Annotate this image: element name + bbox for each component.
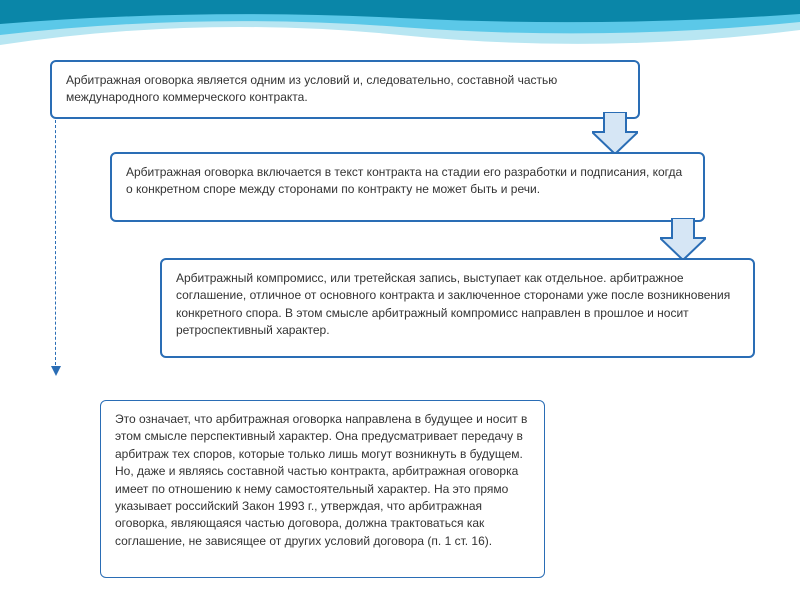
wave-layer-2 bbox=[0, 0, 800, 35]
down-arrow-2 bbox=[660, 218, 706, 260]
box-4-conclusion: Это означает, что арбитражная оговорка н… bbox=[100, 400, 545, 578]
wave-layer-1 bbox=[0, 0, 800, 24]
box-2: Арбитражная оговорка включается в текст … bbox=[110, 152, 705, 222]
box-3: Арбитражный компромисс, или третейская з… bbox=[160, 258, 755, 358]
wave-layer-3 bbox=[0, 0, 800, 45]
dashed-arrowhead bbox=[51, 363, 61, 381]
down-arrow-1 bbox=[592, 112, 638, 154]
dashed-connector-vertical bbox=[55, 120, 56, 365]
box-1: Арбитражная оговорка является одним из у… bbox=[50, 60, 640, 119]
